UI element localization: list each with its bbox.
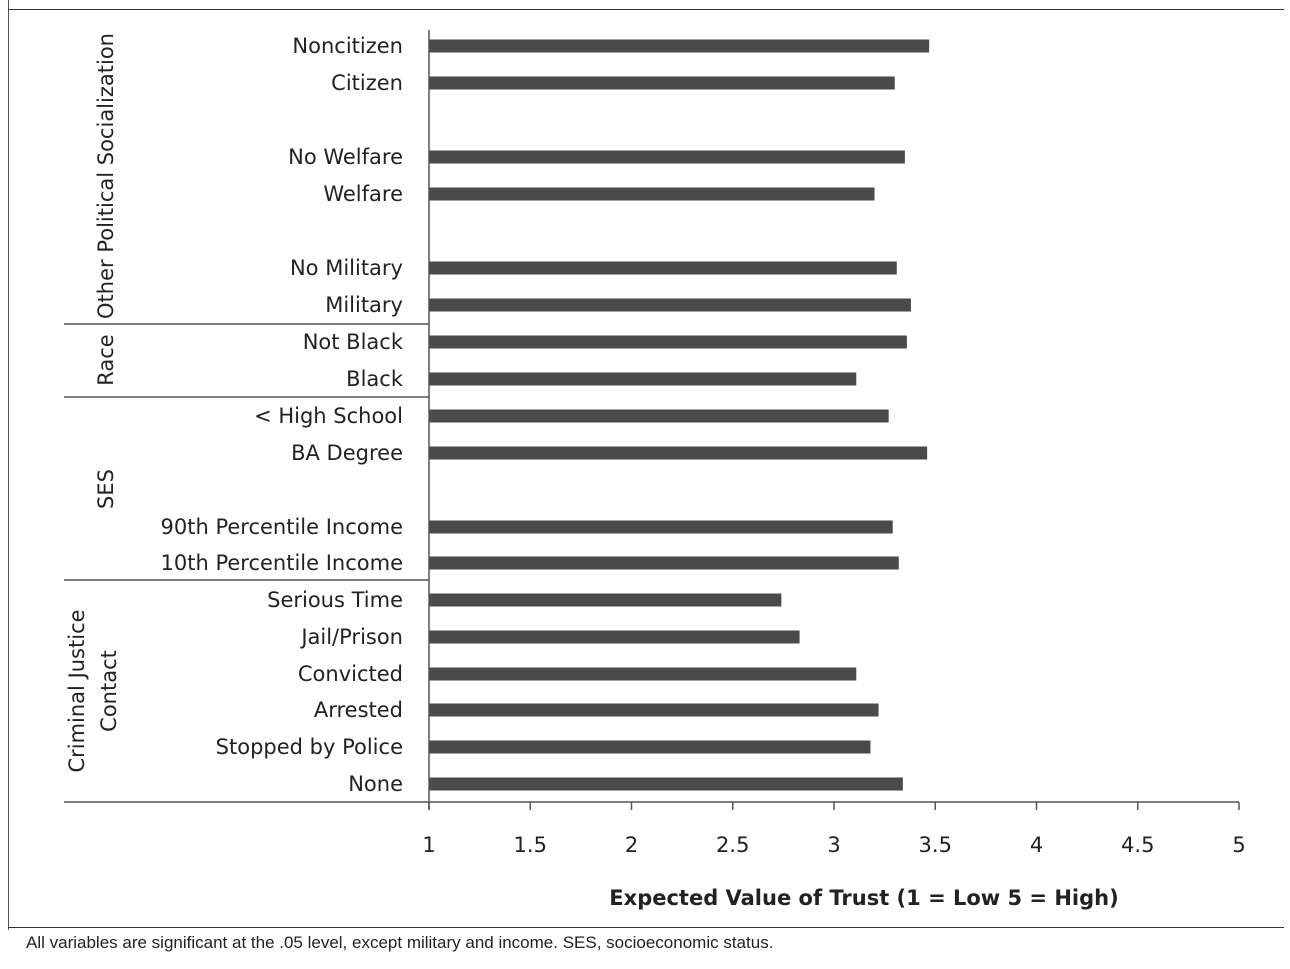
- x-tick-label: 1: [422, 833, 435, 857]
- category-label: None: [348, 772, 403, 796]
- bar: [429, 187, 875, 201]
- group-label: SES: [94, 469, 118, 509]
- category-label: Military: [325, 293, 403, 317]
- bar: [429, 150, 905, 164]
- x-tick-label: 4: [1030, 833, 1043, 857]
- category-label: Arrested: [314, 698, 403, 722]
- bar: [429, 703, 879, 717]
- category-label: No Military: [290, 256, 403, 280]
- x-axis-title: Expected Value of Trust (1 = Low 5 = Hig…: [609, 886, 1118, 910]
- group-label-line: Criminal Justice: [65, 609, 89, 772]
- category-label: 90th Percentile Income: [161, 515, 404, 539]
- top-rule: [8, 9, 1284, 10]
- bar: [429, 372, 857, 386]
- bar: [429, 76, 895, 90]
- category-label: BA Degree: [291, 441, 403, 465]
- x-tick-label: 1.5: [514, 833, 547, 857]
- category-label: Not Black: [303, 330, 404, 354]
- category-label: < High School: [254, 404, 403, 428]
- x-tick-label: 2.5: [716, 833, 749, 857]
- bar: [429, 446, 928, 460]
- bar-chart: Noncitizen Citizen No Welfare Welfare No Mil…: [64, 30, 1246, 910]
- bar: [429, 335, 907, 349]
- category-label: No Welfare: [288, 145, 403, 169]
- bar: [429, 777, 903, 791]
- bar: [429, 409, 889, 423]
- bar: [429, 593, 782, 607]
- bar: [429, 740, 871, 754]
- bar: [429, 556, 899, 570]
- category-label: Convicted: [298, 662, 403, 686]
- bar: [429, 261, 897, 275]
- category-label: Black: [346, 367, 404, 391]
- category-label: 10th Percentile Income: [161, 551, 404, 575]
- category-label: Noncitizen: [292, 34, 403, 58]
- x-tick-label: 5: [1232, 833, 1245, 857]
- bar: [429, 298, 911, 312]
- bar: [429, 39, 930, 53]
- x-tick-label: 2: [625, 833, 638, 857]
- group-label: Race: [94, 334, 118, 385]
- bar: [429, 520, 893, 534]
- x-tick-label: 4.5: [1121, 833, 1154, 857]
- category-label: Citizen: [331, 71, 403, 95]
- group-label-line: Contact: [97, 650, 121, 732]
- bar: [429, 667, 857, 681]
- x-tick-label: 3: [827, 833, 840, 857]
- bar: [429, 630, 800, 644]
- group-label: Other Political Socialization: [94, 33, 118, 319]
- category-label: Stopped by Police: [216, 735, 403, 759]
- category-label: Serious Time: [267, 588, 403, 612]
- category-label: Jail/Prison: [299, 625, 403, 649]
- bottom-rule: [8, 927, 1284, 928]
- figure-frame: [8, 0, 1284, 930]
- category-label: Welfare: [323, 182, 403, 206]
- x-tick-label: 3.5: [919, 833, 952, 857]
- figure-note: All variables are significant at the .05…: [26, 933, 774, 952]
